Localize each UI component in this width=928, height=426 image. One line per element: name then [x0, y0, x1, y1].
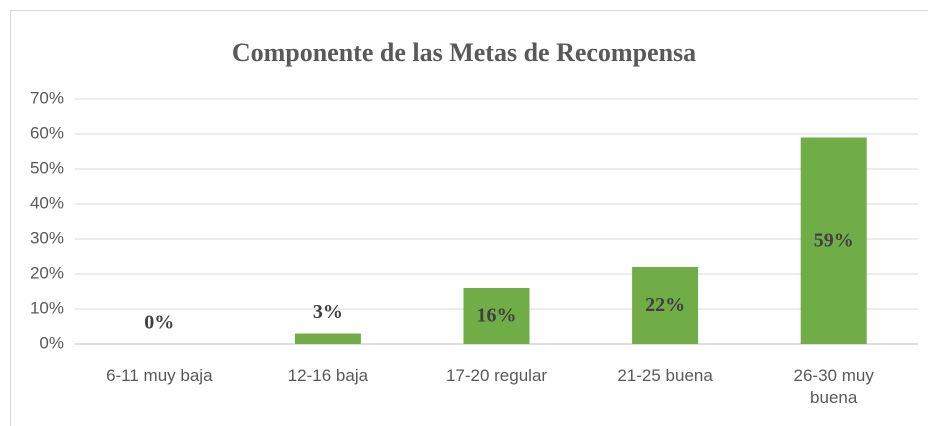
x-tick-label: 21-25 buena — [617, 366, 713, 385]
y-tick-label: 30% — [30, 228, 64, 247]
data-label: 22% — [645, 294, 685, 316]
data-label: 3% — [313, 301, 343, 323]
chart-title: Componente de las Metas de Recompensa — [232, 38, 696, 67]
x-tick-label: 26-30 muy buena — [793, 366, 874, 407]
y-tick-label: 20% — [30, 263, 64, 282]
x-tick-label: 17-20 regular — [445, 366, 548, 385]
data-label: 16% — [477, 305, 517, 327]
y-tick-label: 10% — [30, 298, 64, 317]
x-tick-label: 12-16 baja — [287, 366, 369, 385]
bar — [632, 267, 699, 344]
data-label: 0% — [144, 312, 174, 334]
bar — [463, 288, 530, 344]
y-tick-label: 50% — [30, 158, 64, 177]
y-tick-label: 40% — [30, 193, 64, 212]
bar — [294, 333, 361, 344]
y-tick-label: 60% — [30, 123, 64, 142]
data-label: 59% — [814, 229, 854, 251]
y-tick-label: 0% — [39, 333, 64, 352]
y-tick-label: 70% — [30, 88, 64, 107]
chart-border — [10, 10, 928, 426]
x-tick-label: 6-11 muy baja — [106, 366, 213, 385]
bar — [800, 137, 867, 344]
